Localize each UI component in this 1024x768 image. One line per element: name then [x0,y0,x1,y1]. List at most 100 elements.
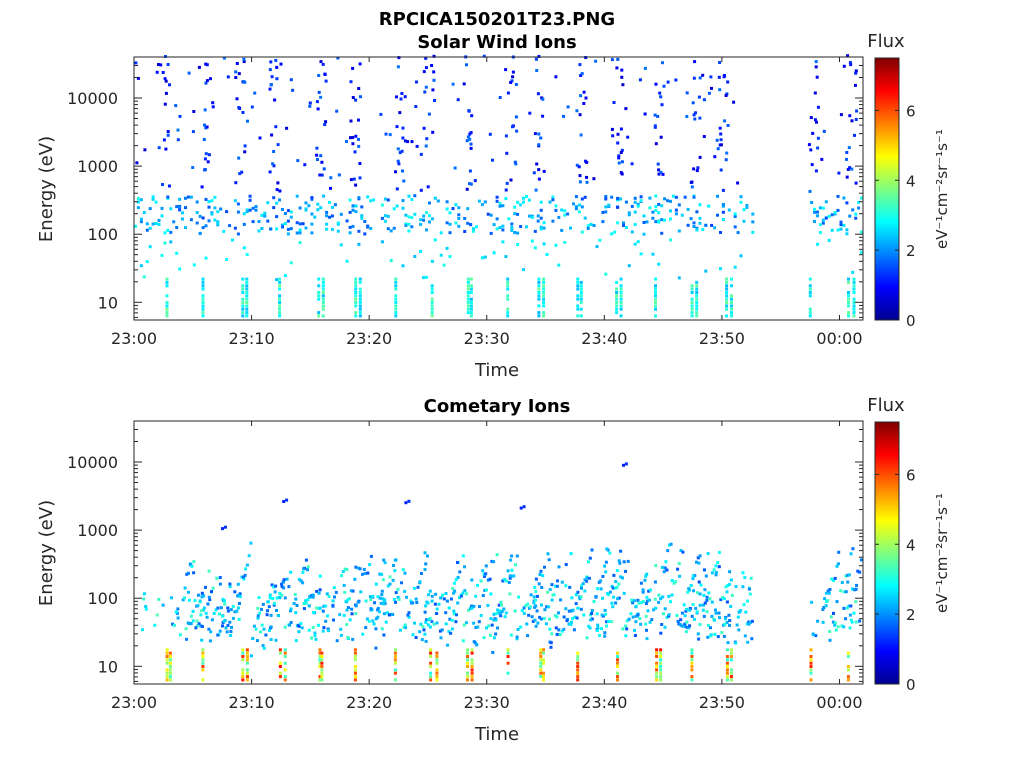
heatmap-cell [847,291,850,294]
heatmap-cell [522,196,525,200]
heatmap-cell [144,607,148,611]
heatmap-cell [833,623,837,627]
heatmap-cell [392,598,396,601]
heatmap-cell [808,287,812,291]
heatmap-cell [432,54,436,58]
heatmap-cell [216,606,220,610]
heatmap-cell [513,212,517,216]
heatmap-cell [554,584,557,588]
heatmap-cell [272,196,276,200]
heatmap-cell [274,638,278,642]
heatmap-cell [533,246,537,250]
y-tick-label: 100 [87,589,118,608]
y-tick-label: 10000 [67,453,118,472]
heatmap-cell [200,638,204,642]
heatmap-cell [821,608,825,611]
heatmap-cell [654,301,657,304]
heatmap-cell [746,640,750,644]
heatmap-cell [409,599,413,603]
heatmap-cell [852,280,856,284]
heatmap-cell [273,98,277,102]
heatmap-cell [148,245,152,249]
heatmap-cell [716,213,719,217]
heatmap-cell [550,632,554,636]
heatmap-cell [389,259,393,262]
heatmap-cell [201,307,205,311]
heatmap-cell [426,623,430,627]
heatmap-cell [304,558,308,562]
heatmap-cell [614,580,618,584]
heatmap-cell [536,219,540,223]
heatmap-cell [466,221,470,225]
heatmap-cell [470,648,474,652]
heatmap-cell [257,229,261,233]
heatmap-cell [588,556,592,560]
heatmap-cell [419,188,423,192]
heatmap-cell [226,606,230,610]
heatmap-cell [275,188,279,192]
heatmap-cell [414,597,418,601]
heatmap-cell [596,626,600,630]
heatmap-cell [380,216,384,220]
heatmap-cell [847,314,850,318]
heatmap-cell [454,578,458,582]
heatmap-cell [725,297,729,301]
heatmap-cell [281,223,284,227]
heatmap-cell [241,307,245,311]
heatmap-cell [210,212,214,216]
heatmap-cell [539,225,543,229]
heatmap-cell [434,592,438,596]
heatmap-cell [205,79,209,83]
heatmap-cell [824,200,828,204]
heatmap-cell [204,62,208,66]
heatmap-cell [320,173,324,177]
heatmap-cell [204,81,208,85]
heatmap-cell [725,294,729,298]
heatmap-cell [536,621,540,625]
heatmap-cell [430,620,434,624]
heatmap-cell [330,205,334,209]
heatmap-cell [407,615,411,619]
x-tick-label: 23:50 [699,329,745,348]
heatmap-cell [707,91,711,95]
heatmap-cell [702,614,706,618]
heatmap-cell [839,113,843,117]
heatmap-cell [510,568,514,572]
heatmap-cell [669,542,673,546]
heatmap-cell [256,614,260,618]
heatmap-cell [702,593,706,597]
heatmap-cell [576,661,580,665]
heatmap-cell [201,658,205,662]
x-tick-label: 23:40 [581,329,627,348]
heatmap-cell [393,655,397,658]
heatmap-cell [394,294,398,298]
heatmap-cell [415,601,419,604]
heatmap-cell [321,291,325,294]
heatmap-cell [716,147,720,151]
heatmap-cell [501,579,505,583]
heatmap-cell [245,301,249,304]
heatmap-cell [587,576,591,580]
heatmap-cell [380,203,384,207]
heatmap-cell [169,230,173,234]
heatmap-cell [435,621,439,625]
heatmap-cell [249,541,253,545]
heatmap-cell [321,301,325,304]
heatmap-cell [505,151,509,155]
heatmap-cell [349,136,352,140]
heatmap-cell [228,582,232,586]
heatmap-cell [275,596,279,600]
heatmap-cell [293,592,297,596]
heatmap-cell [833,576,837,580]
heatmap-cell [748,592,752,596]
heatmap-cell [260,213,264,217]
heatmap-cell [477,620,481,624]
heatmap-cell [486,212,490,216]
heatmap-cell [541,114,545,118]
heatmap-cell [236,594,240,598]
y-tick-label: 10000 [67,89,118,108]
heatmap-cell [454,620,458,624]
heatmap-cell [854,181,858,185]
heatmap-cell [562,114,565,118]
heatmap-cell [245,675,249,679]
